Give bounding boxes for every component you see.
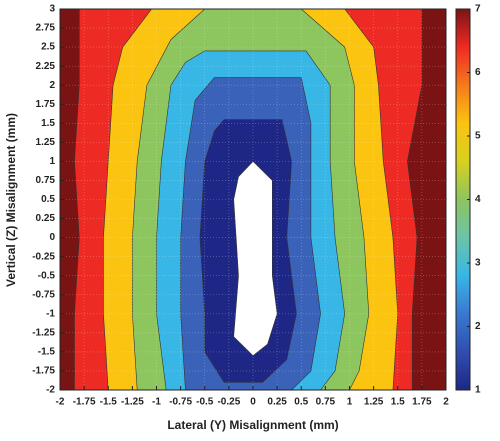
y-tick-label: 1 (49, 156, 55, 167)
x-tick-label: 1.5 (391, 397, 405, 408)
y-axis-label: Vertical (Z) Misalignment (mm) (4, 113, 18, 287)
y-tick-label: 3 (49, 4, 55, 15)
colorbar-tick-label: 2 (475, 321, 481, 332)
y-tick-label: 2.75 (36, 23, 56, 34)
colorbar-tick-label: 6 (475, 67, 481, 78)
y-tick-label: 1.75 (36, 99, 56, 110)
y-tick-label: 1.5 (41, 118, 55, 129)
y-tick-label: 0.5 (41, 194, 55, 205)
contour-band (233, 160, 278, 357)
x-tick-label: -0.75 (169, 397, 192, 408)
y-tick-label: 2.25 (36, 61, 56, 72)
y-tick-label: -1.5 (38, 347, 56, 358)
x-tick-label: 1.75 (412, 397, 432, 408)
colorbar-tick-label: 1 (475, 385, 481, 396)
x-tick-label: -1.5 (100, 397, 118, 408)
y-tick-label: -1 (46, 308, 55, 319)
y-tick-label: 0 (49, 232, 55, 243)
x-tick-label: 0.75 (316, 397, 336, 408)
x-axis-label: Lateral (Y) Misalignment (mm) (167, 418, 338, 432)
x-tick-label: 1.25 (364, 397, 384, 408)
y-tick-label: -0.75 (32, 289, 55, 300)
x-tick-label: 0 (250, 397, 256, 408)
colorbar-tick-label: 4 (475, 194, 481, 205)
x-tick-label: -1.75 (73, 397, 96, 408)
plot-area (60, 9, 446, 390)
x-tick-label: -0.5 (196, 397, 214, 408)
y-tick-label: -1.25 (32, 327, 55, 338)
y-tick-label: -1.75 (32, 366, 55, 377)
y-tick-label: 2 (49, 80, 55, 91)
x-tick-label: 0.25 (267, 397, 287, 408)
colorbar-tick-label: 7 (475, 4, 481, 15)
x-tick-label: -0.25 (217, 397, 240, 408)
y-tick-label: -0.5 (38, 270, 56, 281)
colorbar-tick-label: 5 (475, 131, 481, 142)
x-tick-label: -2 (56, 397, 65, 408)
y-tick-label: 0.75 (36, 175, 56, 186)
x-tick-label: 1 (347, 397, 353, 408)
y-tick-label: 0.25 (36, 213, 56, 224)
x-tick-label: -1.25 (121, 397, 144, 408)
x-tick-label: 0.5 (294, 397, 308, 408)
y-tick-label: 1.25 (36, 137, 56, 148)
y-tick-label: -2 (46, 385, 55, 396)
x-tick-label: 2 (443, 397, 449, 408)
y-tick-label: 2.5 (41, 42, 55, 53)
x-tick-label: -1 (152, 397, 161, 408)
y-tick-label: -0.25 (32, 251, 55, 262)
colorbar-tick-label: 3 (475, 258, 481, 269)
